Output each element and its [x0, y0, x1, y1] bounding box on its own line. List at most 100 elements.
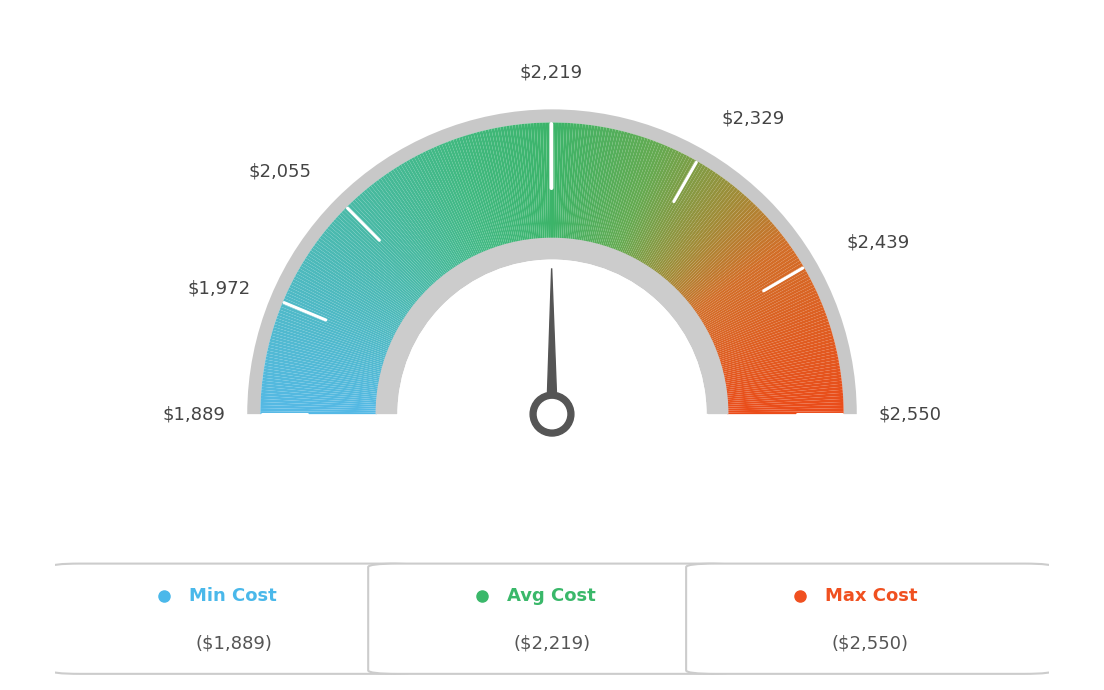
- FancyBboxPatch shape: [687, 564, 1053, 674]
- Wedge shape: [497, 127, 521, 242]
- Wedge shape: [705, 274, 809, 331]
- Wedge shape: [378, 178, 449, 274]
- Wedge shape: [714, 307, 825, 351]
- Wedge shape: [352, 199, 434, 286]
- Wedge shape: [428, 149, 479, 256]
- Wedge shape: [649, 171, 715, 269]
- Wedge shape: [651, 175, 721, 271]
- Wedge shape: [461, 136, 500, 248]
- Wedge shape: [261, 393, 378, 403]
- Wedge shape: [684, 224, 775, 302]
- Wedge shape: [549, 123, 552, 239]
- Wedge shape: [348, 204, 431, 289]
- Wedge shape: [726, 384, 842, 397]
- Wedge shape: [692, 240, 788, 311]
- Wedge shape: [581, 126, 604, 242]
- Wedge shape: [275, 321, 386, 360]
- Text: $2,439: $2,439: [847, 233, 910, 251]
- Wedge shape: [608, 138, 648, 249]
- Wedge shape: [329, 224, 420, 302]
- Wedge shape: [726, 411, 843, 414]
- Wedge shape: [664, 190, 741, 281]
- Wedge shape: [528, 124, 539, 239]
- Wedge shape: [724, 366, 840, 387]
- Wedge shape: [591, 130, 618, 244]
- Wedge shape: [703, 268, 806, 328]
- Wedge shape: [439, 144, 486, 253]
- Wedge shape: [423, 152, 476, 257]
- Wedge shape: [718, 318, 828, 358]
- Wedge shape: [263, 377, 379, 394]
- Wedge shape: [572, 124, 588, 241]
- Wedge shape: [309, 250, 407, 317]
- Wedge shape: [270, 336, 383, 369]
- Wedge shape: [719, 324, 830, 362]
- Wedge shape: [597, 132, 630, 246]
- Wedge shape: [558, 123, 564, 239]
- Wedge shape: [561, 123, 571, 239]
- Wedge shape: [265, 362, 380, 385]
- Wedge shape: [389, 171, 455, 269]
- Wedge shape: [726, 399, 843, 407]
- Wedge shape: [307, 253, 406, 319]
- Wedge shape: [583, 127, 607, 242]
- Wedge shape: [479, 131, 510, 245]
- Wedge shape: [710, 290, 817, 342]
- Wedge shape: [707, 279, 811, 335]
- Wedge shape: [645, 166, 709, 266]
- Wedge shape: [311, 248, 408, 316]
- Wedge shape: [713, 301, 822, 348]
- Wedge shape: [277, 315, 388, 357]
- Wedge shape: [290, 282, 396, 336]
- Wedge shape: [647, 170, 713, 268]
- Wedge shape: [247, 110, 857, 414]
- Wedge shape: [657, 180, 729, 275]
- Wedge shape: [265, 359, 380, 383]
- Wedge shape: [585, 128, 609, 243]
- Wedge shape: [288, 287, 394, 339]
- Wedge shape: [401, 163, 463, 264]
- Wedge shape: [725, 381, 842, 396]
- Wedge shape: [262, 384, 378, 397]
- Wedge shape: [383, 175, 453, 271]
- Circle shape: [530, 393, 574, 436]
- Wedge shape: [272, 333, 384, 367]
- Wedge shape: [357, 195, 436, 284]
- Wedge shape: [726, 390, 842, 402]
- Wedge shape: [261, 408, 378, 413]
- Wedge shape: [672, 201, 754, 288]
- Wedge shape: [678, 213, 765, 295]
- Wedge shape: [516, 124, 532, 241]
- Wedge shape: [540, 123, 546, 239]
- Wedge shape: [702, 266, 805, 326]
- Wedge shape: [631, 155, 687, 259]
- Wedge shape: [543, 123, 549, 239]
- Text: ($1,889): ($1,889): [195, 634, 273, 652]
- Wedge shape: [722, 344, 836, 374]
- Wedge shape: [269, 339, 383, 371]
- Wedge shape: [306, 255, 405, 320]
- Wedge shape: [604, 136, 643, 248]
- Wedge shape: [641, 163, 703, 264]
- Wedge shape: [280, 304, 390, 350]
- Wedge shape: [554, 123, 559, 239]
- Wedge shape: [601, 134, 636, 246]
- Wedge shape: [603, 135, 639, 247]
- Wedge shape: [488, 129, 516, 244]
- Wedge shape: [447, 141, 491, 250]
- Wedge shape: [323, 230, 416, 306]
- Wedge shape: [294, 276, 397, 333]
- Wedge shape: [391, 170, 457, 268]
- Text: Max Cost: Max Cost: [826, 587, 917, 605]
- Wedge shape: [724, 359, 839, 383]
- Text: ($2,219): ($2,219): [513, 634, 591, 652]
- Wedge shape: [709, 284, 815, 338]
- Wedge shape: [267, 351, 381, 377]
- Wedge shape: [693, 243, 789, 313]
- Wedge shape: [681, 217, 768, 297]
- Wedge shape: [675, 206, 758, 290]
- Wedge shape: [425, 150, 478, 257]
- Wedge shape: [482, 130, 512, 244]
- Wedge shape: [371, 184, 445, 277]
- Wedge shape: [716, 315, 827, 357]
